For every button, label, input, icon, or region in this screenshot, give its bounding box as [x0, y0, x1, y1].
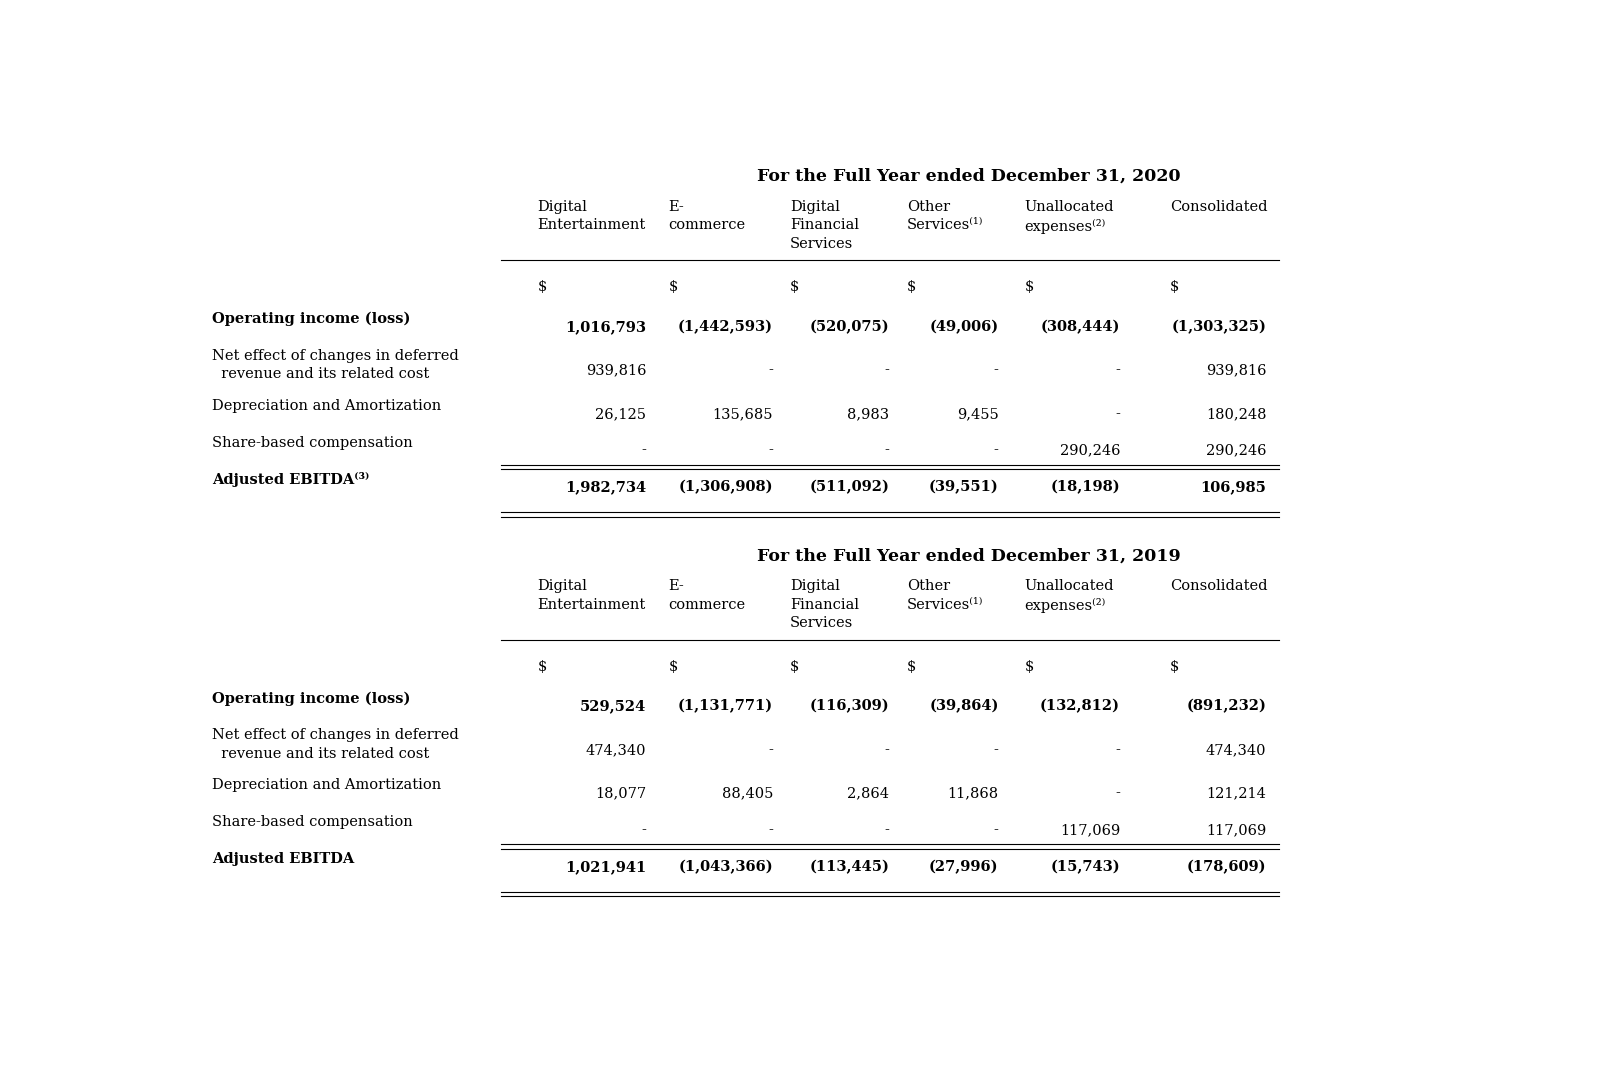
Text: 8,983: 8,983 [848, 407, 890, 420]
Text: $: $ [538, 659, 547, 673]
Text: 135,685: 135,685 [712, 407, 773, 420]
Text: -: - [994, 743, 998, 757]
Text: 9,455: 9,455 [957, 407, 998, 420]
Text: -: - [994, 443, 998, 457]
Text: (1,303,325): (1,303,325) [1171, 319, 1267, 333]
Text: (178,609): (178,609) [1187, 860, 1267, 874]
Text: 939,816: 939,816 [586, 364, 646, 377]
Text: 117,069: 117,069 [1206, 823, 1267, 837]
Text: 121,214: 121,214 [1206, 786, 1267, 800]
Text: $: $ [669, 659, 678, 673]
Text: E-
commerce: E- commerce [669, 579, 746, 611]
Text: (27,996): (27,996) [930, 860, 998, 874]
Text: Share-based compensation: Share-based compensation [213, 435, 413, 450]
Text: Digital
Financial
Services: Digital Financial Services [790, 200, 859, 251]
Text: 18,077: 18,077 [595, 786, 646, 800]
Text: -: - [994, 364, 998, 377]
Text: (39,551): (39,551) [930, 480, 998, 494]
Text: Unallocated
expenses⁽²⁾: Unallocated expenses⁽²⁾ [1024, 200, 1114, 233]
Text: $: $ [1170, 280, 1179, 294]
Text: $: $ [1024, 280, 1034, 294]
Text: Digital
Entertainment: Digital Entertainment [538, 200, 645, 232]
Text: -: - [994, 823, 998, 837]
Text: (18,198): (18,198) [1051, 480, 1120, 494]
Text: Depreciation and Amortization: Depreciation and Amortization [213, 779, 442, 793]
Text: -: - [885, 823, 890, 837]
Text: 2,864: 2,864 [848, 786, 890, 800]
Text: revenue and its related cost: revenue and its related cost [213, 746, 430, 760]
Text: -: - [1115, 364, 1120, 377]
Text: 106,985: 106,985 [1200, 480, 1267, 494]
Text: E-
commerce: E- commerce [669, 200, 746, 232]
Text: Operating income (loss): Operating income (loss) [213, 692, 411, 706]
Text: 180,248: 180,248 [1206, 407, 1267, 420]
Text: 1,982,734: 1,982,734 [565, 480, 646, 494]
Text: $: $ [1024, 659, 1034, 673]
Text: Consolidated: Consolidated [1170, 579, 1267, 593]
Text: Other
Services⁽¹⁾: Other Services⁽¹⁾ [907, 200, 984, 232]
Text: (1,306,908): (1,306,908) [678, 480, 773, 494]
Text: -: - [1115, 786, 1120, 800]
Text: $: $ [790, 280, 800, 294]
Text: $: $ [790, 659, 800, 673]
Text: -: - [768, 364, 773, 377]
Text: 474,340: 474,340 [586, 743, 646, 757]
Text: 11,868: 11,868 [947, 786, 998, 800]
Text: Adjusted EBITDA⁽³⁾: Adjusted EBITDA⁽³⁾ [213, 472, 370, 488]
Text: Unallocated
expenses⁽²⁾: Unallocated expenses⁽²⁾ [1024, 579, 1114, 614]
Text: $: $ [907, 659, 917, 673]
Text: (39,864): (39,864) [930, 699, 998, 714]
Text: Other
Services⁽¹⁾: Other Services⁽¹⁾ [907, 579, 984, 611]
Text: 88,405: 88,405 [722, 786, 773, 800]
Text: Adjusted EBITDA: Adjusted EBITDA [213, 853, 355, 866]
Text: -: - [642, 443, 646, 457]
Text: (308,444): (308,444) [1040, 319, 1120, 333]
Text: -: - [768, 743, 773, 757]
Text: Share-based compensation: Share-based compensation [213, 816, 413, 830]
Text: -: - [885, 443, 890, 457]
Text: $: $ [538, 280, 547, 294]
Text: (891,232): (891,232) [1187, 699, 1267, 714]
Text: 290,246: 290,246 [1206, 443, 1267, 457]
Text: (1,442,593): (1,442,593) [678, 319, 773, 333]
Text: (511,092): (511,092) [810, 480, 890, 494]
Text: For the Full Year ended December 31, 2020: For the Full Year ended December 31, 202… [757, 168, 1181, 185]
Text: Depreciation and Amortization: Depreciation and Amortization [213, 399, 442, 413]
Text: (49,006): (49,006) [930, 319, 998, 333]
Text: 117,069: 117,069 [1059, 823, 1120, 837]
Text: 474,340: 474,340 [1206, 743, 1267, 757]
Text: -: - [768, 823, 773, 837]
Text: 1,016,793: 1,016,793 [565, 320, 646, 333]
Text: -: - [642, 823, 646, 837]
Text: (15,743): (15,743) [1051, 860, 1120, 874]
Text: 26,125: 26,125 [595, 407, 646, 420]
Text: Digital
Financial
Services: Digital Financial Services [790, 579, 859, 630]
Text: Net effect of changes in deferred: Net effect of changes in deferred [213, 729, 459, 742]
Text: (1,131,771): (1,131,771) [678, 699, 773, 714]
Text: -: - [1115, 743, 1120, 757]
Text: (132,812): (132,812) [1040, 699, 1120, 714]
Text: (116,309): (116,309) [810, 699, 890, 714]
Text: (113,445): (113,445) [810, 860, 890, 874]
Text: Net effect of changes in deferred: Net effect of changes in deferred [213, 349, 459, 363]
Text: revenue and its related cost: revenue and its related cost [213, 367, 430, 381]
Text: (520,075): (520,075) [810, 319, 890, 333]
Text: -: - [1115, 407, 1120, 420]
Text: -: - [768, 443, 773, 457]
Text: 290,246: 290,246 [1059, 443, 1120, 457]
Text: 939,816: 939,816 [1206, 364, 1267, 377]
Text: $: $ [907, 280, 917, 294]
Text: $: $ [669, 280, 678, 294]
Text: Operating income (loss): Operating income (loss) [213, 312, 411, 326]
Text: $: $ [1170, 659, 1179, 673]
Text: 529,524: 529,524 [581, 699, 646, 714]
Text: -: - [885, 743, 890, 757]
Text: 1,021,941: 1,021,941 [565, 860, 646, 874]
Text: For the Full Year ended December 31, 2019: For the Full Year ended December 31, 201… [757, 547, 1181, 565]
Text: Consolidated: Consolidated [1170, 200, 1267, 214]
Text: -: - [885, 364, 890, 377]
Text: (1,043,366): (1,043,366) [678, 860, 773, 874]
Text: Digital
Entertainment: Digital Entertainment [538, 579, 645, 611]
